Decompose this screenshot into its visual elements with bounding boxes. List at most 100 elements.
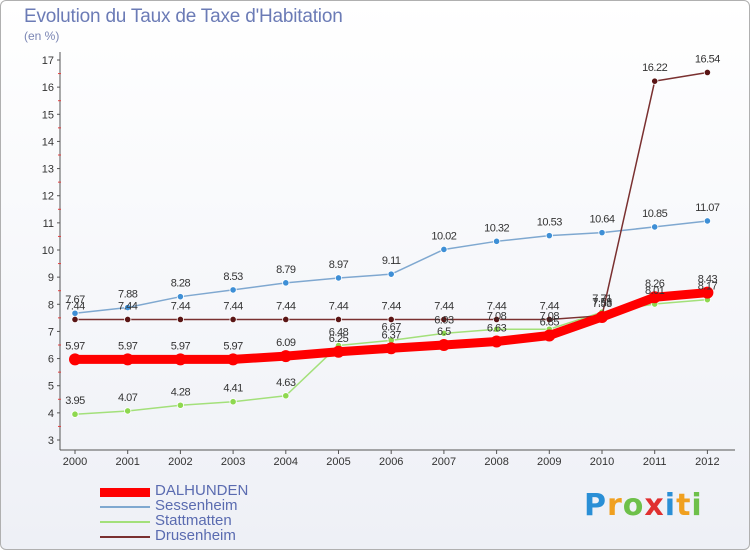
x-tick-label: 2009 bbox=[537, 456, 561, 468]
x-tick-label: 2006 bbox=[379, 456, 403, 468]
y-tick-label: 6 bbox=[48, 354, 54, 366]
data-point-dalhunden bbox=[69, 353, 81, 366]
data-point-drusenheim bbox=[176, 315, 184, 324]
data-point-sessenheim bbox=[492, 237, 501, 245]
legend-label: Stattmatten bbox=[155, 512, 232, 529]
data-label-sessenheim: 7.88 bbox=[118, 289, 138, 301]
data-label-stattmatten: 6.67 bbox=[381, 321, 401, 333]
data-label-sessenheim: 8.79 bbox=[276, 264, 296, 276]
data-point-dalhunden bbox=[227, 353, 240, 366]
data-label-dalhunden: 6.37 bbox=[381, 329, 401, 341]
logo-letter: o bbox=[622, 488, 645, 523]
data-point-drusenheim bbox=[545, 315, 553, 324]
data-point-stattmatten bbox=[492, 325, 501, 333]
y-tick-label: 4 bbox=[48, 408, 54, 420]
logo-letter: r bbox=[607, 488, 623, 523]
data-label-dalhunden: 8.26 bbox=[645, 278, 665, 290]
data-point-dalhunden bbox=[174, 353, 187, 366]
data-point-sessenheim bbox=[124, 303, 132, 312]
data-label-sessenheim: 10.02 bbox=[431, 230, 456, 242]
data-label-sessenheim: 10.64 bbox=[589, 214, 614, 226]
data-label-sessenheim: 10.85 bbox=[642, 208, 667, 220]
data-point-drusenheim bbox=[492, 315, 501, 324]
legend-item: DALHUNDEN bbox=[100, 483, 400, 499]
data-point-stattmatten bbox=[440, 329, 448, 337]
data-label-drusenheim: 7.44 bbox=[487, 300, 507, 312]
y-tick-label: 12 bbox=[42, 191, 54, 203]
legend-item: Drusenheim bbox=[100, 527, 400, 544]
data-point-stattmatten bbox=[176, 401, 184, 409]
data-label-drusenheim: 7.44 bbox=[329, 300, 349, 312]
data-point-dalhunden bbox=[648, 291, 661, 304]
x-tick-label: 2011 bbox=[643, 456, 667, 468]
data-point-drusenheim bbox=[124, 315, 132, 324]
data-label-stattmatten: 7.71 bbox=[592, 293, 612, 305]
data-label-stattmatten: 4.41 bbox=[223, 383, 243, 395]
data-label-sessenheim: 9.11 bbox=[382, 255, 401, 267]
x-tick-label: 2008 bbox=[484, 456, 508, 468]
logo-letter: t bbox=[676, 488, 692, 523]
data-label-stattmatten: 6.93 bbox=[434, 314, 454, 326]
data-point-stattmatten bbox=[229, 398, 237, 406]
data-point-drusenheim bbox=[282, 315, 290, 324]
data-label-stattmatten: 3.95 bbox=[65, 395, 85, 407]
data-label-sessenheim: 8.53 bbox=[223, 271, 243, 283]
unit-label: (en %) bbox=[24, 29, 60, 43]
data-point-sessenheim bbox=[282, 279, 290, 287]
data-point-dalhunden bbox=[121, 353, 134, 366]
data-point-drusenheim bbox=[71, 315, 79, 324]
data-point-dalhunden bbox=[385, 342, 398, 355]
legend-swatch bbox=[100, 488, 150, 497]
legend-swatch bbox=[100, 536, 150, 538]
y-tick-label: 15 bbox=[42, 109, 54, 121]
data-point-dalhunden bbox=[332, 345, 345, 358]
data-point-sessenheim bbox=[545, 232, 553, 240]
y-tick-label: 9 bbox=[48, 272, 54, 284]
logo-letter: i bbox=[664, 488, 677, 523]
data-point-drusenheim bbox=[703, 68, 712, 77]
y-tick-label: 3 bbox=[48, 435, 54, 447]
x-tick-label: 2007 bbox=[432, 456, 456, 468]
data-point-dalhunden bbox=[437, 339, 450, 351]
data-label-drusenheim: 7.44 bbox=[223, 300, 243, 312]
data-point-sessenheim bbox=[440, 245, 448, 254]
data-point-dalhunden bbox=[279, 350, 292, 363]
data-label-sessenheim: 11.07 bbox=[695, 202, 720, 214]
data-label-drusenheim: 7.44 bbox=[434, 300, 454, 312]
logo-letter: x bbox=[644, 488, 665, 523]
data-label-drusenheim: 7.44 bbox=[276, 300, 296, 312]
data-label-drusenheim: 7.44 bbox=[171, 300, 191, 312]
data-point-drusenheim bbox=[229, 315, 237, 324]
data-point-stattmatten bbox=[71, 410, 79, 418]
legend-label: Drusenheim bbox=[155, 527, 236, 544]
y-tick-label: 11 bbox=[43, 218, 54, 230]
data-point-stattmatten bbox=[282, 392, 290, 400]
chart-title: Evolution du Taux de Taxe d'Habitation bbox=[24, 6, 343, 27]
data-point-dalhunden bbox=[490, 335, 503, 348]
data-label-dalhunden: 6.09 bbox=[276, 337, 296, 349]
data-label-dalhunden: 6.5 bbox=[437, 326, 451, 338]
data-label-drusenheim: 16.54 bbox=[695, 53, 720, 65]
data-label-stattmatten: 6.48 bbox=[329, 327, 349, 339]
data-point-dalhunden bbox=[701, 286, 714, 299]
data-label-stattmatten: 8.01 bbox=[645, 285, 665, 297]
y-tick-label: 14 bbox=[42, 136, 54, 148]
data-label-drusenheim: 16.22 bbox=[642, 62, 667, 74]
data-label-drusenheim: 7.44 bbox=[540, 300, 560, 312]
data-label-drusenheim: 7.44 bbox=[118, 300, 138, 312]
data-label-sessenheim: 10.32 bbox=[484, 222, 509, 234]
data-label-stattmatten: 4.07 bbox=[118, 392, 138, 404]
x-tick-label: 2002 bbox=[168, 456, 192, 468]
data-point-sessenheim bbox=[229, 286, 237, 294]
data-label-sessenheim: 7.67 bbox=[65, 294, 85, 306]
data-point-sessenheim bbox=[703, 217, 712, 225]
x-tick-label: 2000 bbox=[63, 456, 87, 468]
legend-swatch bbox=[100, 521, 150, 523]
x-tick-label: 2004 bbox=[274, 456, 298, 468]
data-label-stattmatten: 7.08 bbox=[487, 310, 507, 322]
legend-item: Sessenheim bbox=[100, 498, 400, 514]
data-point-sessenheim bbox=[334, 274, 343, 282]
logo-letter: i bbox=[691, 488, 703, 523]
data-label-dalhunden: 6.85 bbox=[540, 317, 560, 329]
